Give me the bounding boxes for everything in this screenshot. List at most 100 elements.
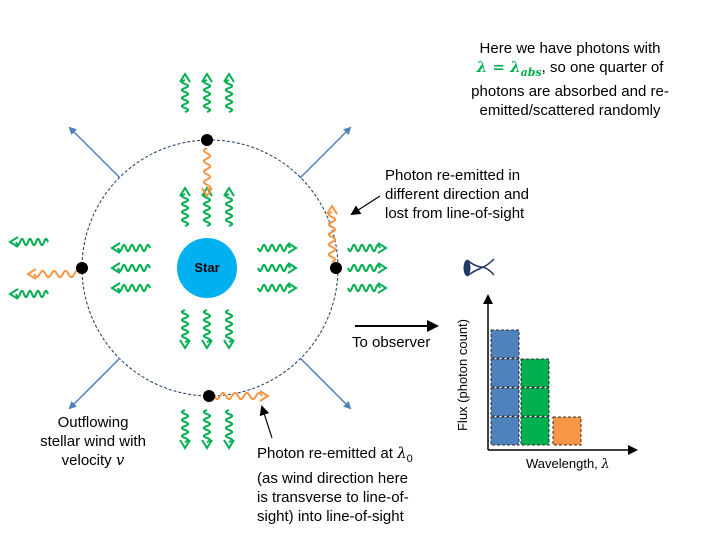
photon-inner-left-2 [117,284,151,292]
photon-outer-right-1-head [377,262,388,274]
photon-outer-top-1-head [201,72,213,83]
pointer-bottom-note [259,405,273,439]
photon-outer-left-0-head [8,236,19,248]
photon-inner-left-0-head [110,242,121,254]
absorber-right [330,262,342,274]
photon-inner-left-1-head [110,262,121,274]
photon-outer-bottom-2 [225,409,233,443]
photon-outer-top-1 [203,79,211,113]
photon-inner-left-1 [117,264,151,272]
photon-inner-top-0-head [179,186,191,197]
photon-outer-top-2-head [223,72,235,83]
photon-inner-top-1 [203,193,211,227]
note-line-3: photons are absorbed and re- [471,83,669,100]
photon-inner-bottom-0-head [179,339,191,350]
photon-outer-right-1 [347,264,381,272]
photon-inner-top-1-head [201,186,213,197]
photon-outer-top-2 [225,79,233,113]
hist-box-1-2 [520,358,550,388]
note-line-4: emitted/scattered randomly [479,102,661,119]
note-reemitted: Photon re-emitted at λ0 (as wind directi… [257,444,413,526]
histogram-boxes [490,329,582,446]
scattered-left [33,270,81,278]
star-label: Star [194,260,220,275]
photon-outer-top-0 [181,79,189,113]
bottom-line-3: is transverse to line-of- [257,489,409,506]
wind-label: Outflowing stellar wind with velocity v [18,413,168,470]
hist-box-0-0 [490,416,520,446]
hist-box-1-0 [520,416,550,446]
scattered-left-head [26,268,37,280]
photon-outer-bottom-1 [203,409,211,443]
hist-box-0-3 [490,329,520,359]
photon-outer-bottom-1-head [201,439,213,450]
wind-line-1: Outflowing [57,414,129,431]
note-line-1: Here we have photons with [479,40,661,57]
photon-inner-right-2-head [287,282,298,294]
photon-outer-left-0 [15,238,49,246]
photon-inner-right-0 [257,244,291,252]
absorber-bottom [203,390,215,402]
photon-inner-bottom-2-head [223,339,235,350]
photon-inner-bottom-1-head [201,339,213,350]
photon-inner-top-2 [225,193,233,227]
note-absorption: Here we have photons with λ = λabs, so o… [420,39,720,120]
wind-arrow-nw [68,126,121,179]
note-right-3: lost from line-of-sight [385,205,525,222]
wind-arrow-se [299,357,352,410]
photon-outer-bottom-0 [181,409,189,443]
photon-inner-top-2-head [223,186,235,197]
photon-inner-right-2 [257,284,291,292]
scattered-bottom-head [259,390,270,402]
absorber-left [76,262,88,274]
wind-line-3: velocity v [61,451,125,469]
scattered-top-head [201,187,213,198]
wind-arrow-ne [299,126,352,179]
wind-line-2: stellar wind with [40,433,146,450]
photon-outer-right-2 [347,284,381,292]
photon-outer-bottom-0-head [179,439,191,450]
scattered-right-head [326,204,338,215]
photon-outer-right-2-head [377,282,388,294]
photon-inner-left-2-head [110,282,121,294]
photon-inner-bottom-0 [181,309,189,343]
note-right-1: Photon re-emitted in [385,167,521,184]
note-lost-photon: Photon re-emitted in different direction… [385,166,529,223]
eye-icon [463,258,495,277]
hist-x-label: Wavelength, λ [526,456,610,472]
wind-arrow-sw [68,357,121,410]
photon-inner-bottom-1 [203,309,211,343]
photon-inner-left-0 [117,244,151,252]
photon-outer-bottom-2-head [223,439,235,450]
bottom-line-1: Photon re-emitted at λ0 [257,444,413,465]
bottom-line-2: (as wind direction here [257,470,408,487]
photon-outer-right-0-head [377,242,388,254]
scattered-bottom [213,392,263,400]
lambda-abs: λ = λabs [476,58,542,79]
photon-inner-top-0 [181,193,189,227]
photon-inner-right-1-head [287,262,298,274]
note-right-2: different direction and [385,186,529,203]
photon-inner-right-1 [257,264,291,272]
photon-outer-right-0 [347,244,381,252]
hist-box-1-1 [520,387,550,417]
star [177,238,237,298]
note-line-2: λ = λabs, so one quarter of [476,58,664,79]
photon-outer-top-0-head [179,72,191,83]
observer-label: To observer [352,334,431,351]
absorber-top [201,134,213,146]
photon-outer-left-1 [15,290,49,298]
hist-box-0-1 [490,387,520,417]
hist-box-2-0 [552,416,582,446]
photon-groups [8,72,388,450]
hist-y-label: Flux (photon count) [455,319,470,432]
scattered-photons [26,147,338,402]
bottom-line-4: sight) into line-of-sight [257,508,404,525]
scattered-top [203,147,211,191]
hist-box-0-2 [490,358,520,388]
scattered-right [328,211,336,263]
photon-outer-left-1-head [8,288,19,300]
photon-inner-right-0-head [287,242,298,254]
